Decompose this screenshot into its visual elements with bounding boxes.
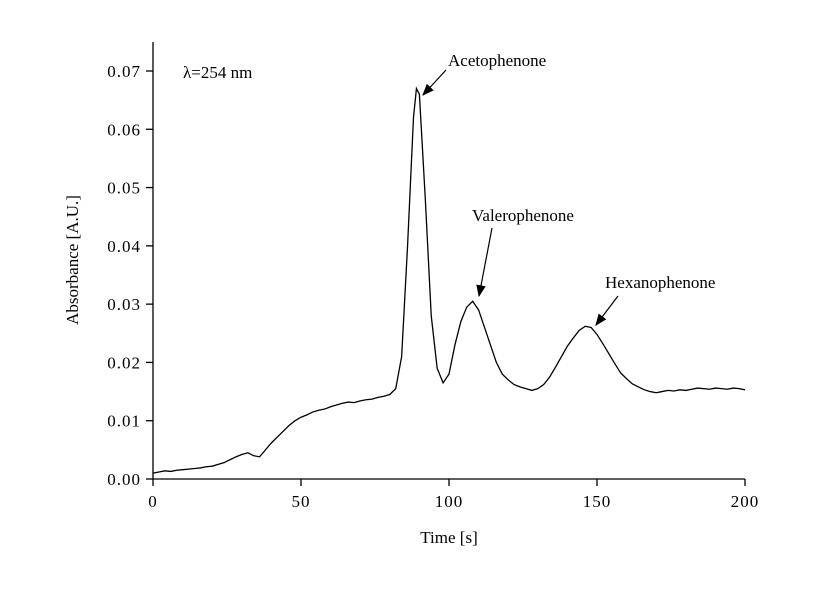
data-line bbox=[152, 86, 746, 474]
y-axis-label: Absorbance [A.U.] bbox=[63, 195, 82, 325]
annotation-arrow bbox=[595, 295, 619, 326]
x-tick-label: 200 bbox=[731, 492, 760, 511]
y-tick-label: 0.00 bbox=[107, 470, 141, 489]
x-tick-label: 150 bbox=[583, 492, 612, 511]
annotation: Valerophenone bbox=[472, 206, 574, 225]
x-tick-label: 0 bbox=[148, 492, 158, 511]
y-tick-label: 0.04 bbox=[107, 237, 141, 256]
annotation-arrow bbox=[476, 227, 493, 298]
y-tick-label: 0.02 bbox=[107, 353, 141, 372]
annotation: λ=254 nm bbox=[183, 63, 252, 82]
x-tick-label: 100 bbox=[435, 492, 464, 511]
annotation-arrow bbox=[422, 69, 447, 96]
y-tick-label: 0.03 bbox=[107, 295, 141, 314]
y-tick-label: 0.06 bbox=[107, 120, 141, 139]
y-tick-label: 0.07 bbox=[107, 62, 141, 81]
y-tick-label: 0.05 bbox=[107, 179, 141, 198]
y-tick-label: 0.01 bbox=[107, 412, 141, 431]
x-axis-label: Time [s] bbox=[420, 528, 477, 547]
x-tick-label: 50 bbox=[292, 492, 311, 511]
annotation: Hexanophenone bbox=[605, 273, 715, 292]
annotation: Acetophenone bbox=[448, 51, 546, 70]
